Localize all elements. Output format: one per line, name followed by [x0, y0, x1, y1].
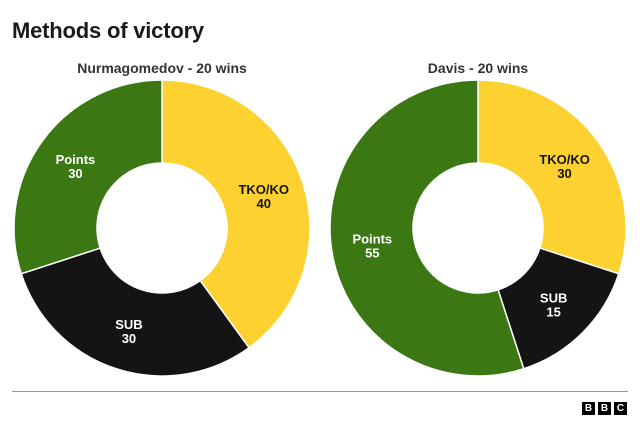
slice-name-label: TKO/KO	[238, 182, 289, 197]
slice-name-label: TKO/KO	[539, 152, 590, 167]
slice-value-label: 15	[546, 305, 560, 320]
slice-name-label: Points	[56, 152, 96, 167]
page-title: Methods of victory	[12, 18, 204, 43]
slice-value-label: 30	[122, 331, 136, 346]
davis-chart-title: Davis - 20 wins	[427, 60, 529, 76]
slice-value-label: 40	[257, 196, 271, 211]
bbc-logo-letter: B	[598, 402, 611, 415]
slice-value-label: 55	[365, 246, 379, 261]
slice-sub	[20, 247, 251, 377]
bbc-logo-letter: C	[614, 402, 627, 415]
slice-tko-ko	[477, 79, 627, 275]
bbc-logo-letter: B	[582, 402, 595, 415]
footer-divider	[12, 391, 628, 392]
slice-value-label: 30	[557, 166, 571, 181]
slice-name-label: SUB	[115, 317, 142, 332]
slice-name-label: Points	[352, 232, 392, 247]
slice-name-label: SUB	[540, 291, 567, 306]
bbc-logo: B B C	[582, 402, 627, 415]
nurmagomedov-chart-title: Nurmagomedov - 20 wins	[77, 60, 247, 76]
slice-value-label: 30	[68, 166, 82, 181]
slice-tko-ko	[161, 79, 311, 349]
slice-points	[13, 79, 163, 275]
slice-points	[329, 79, 525, 377]
